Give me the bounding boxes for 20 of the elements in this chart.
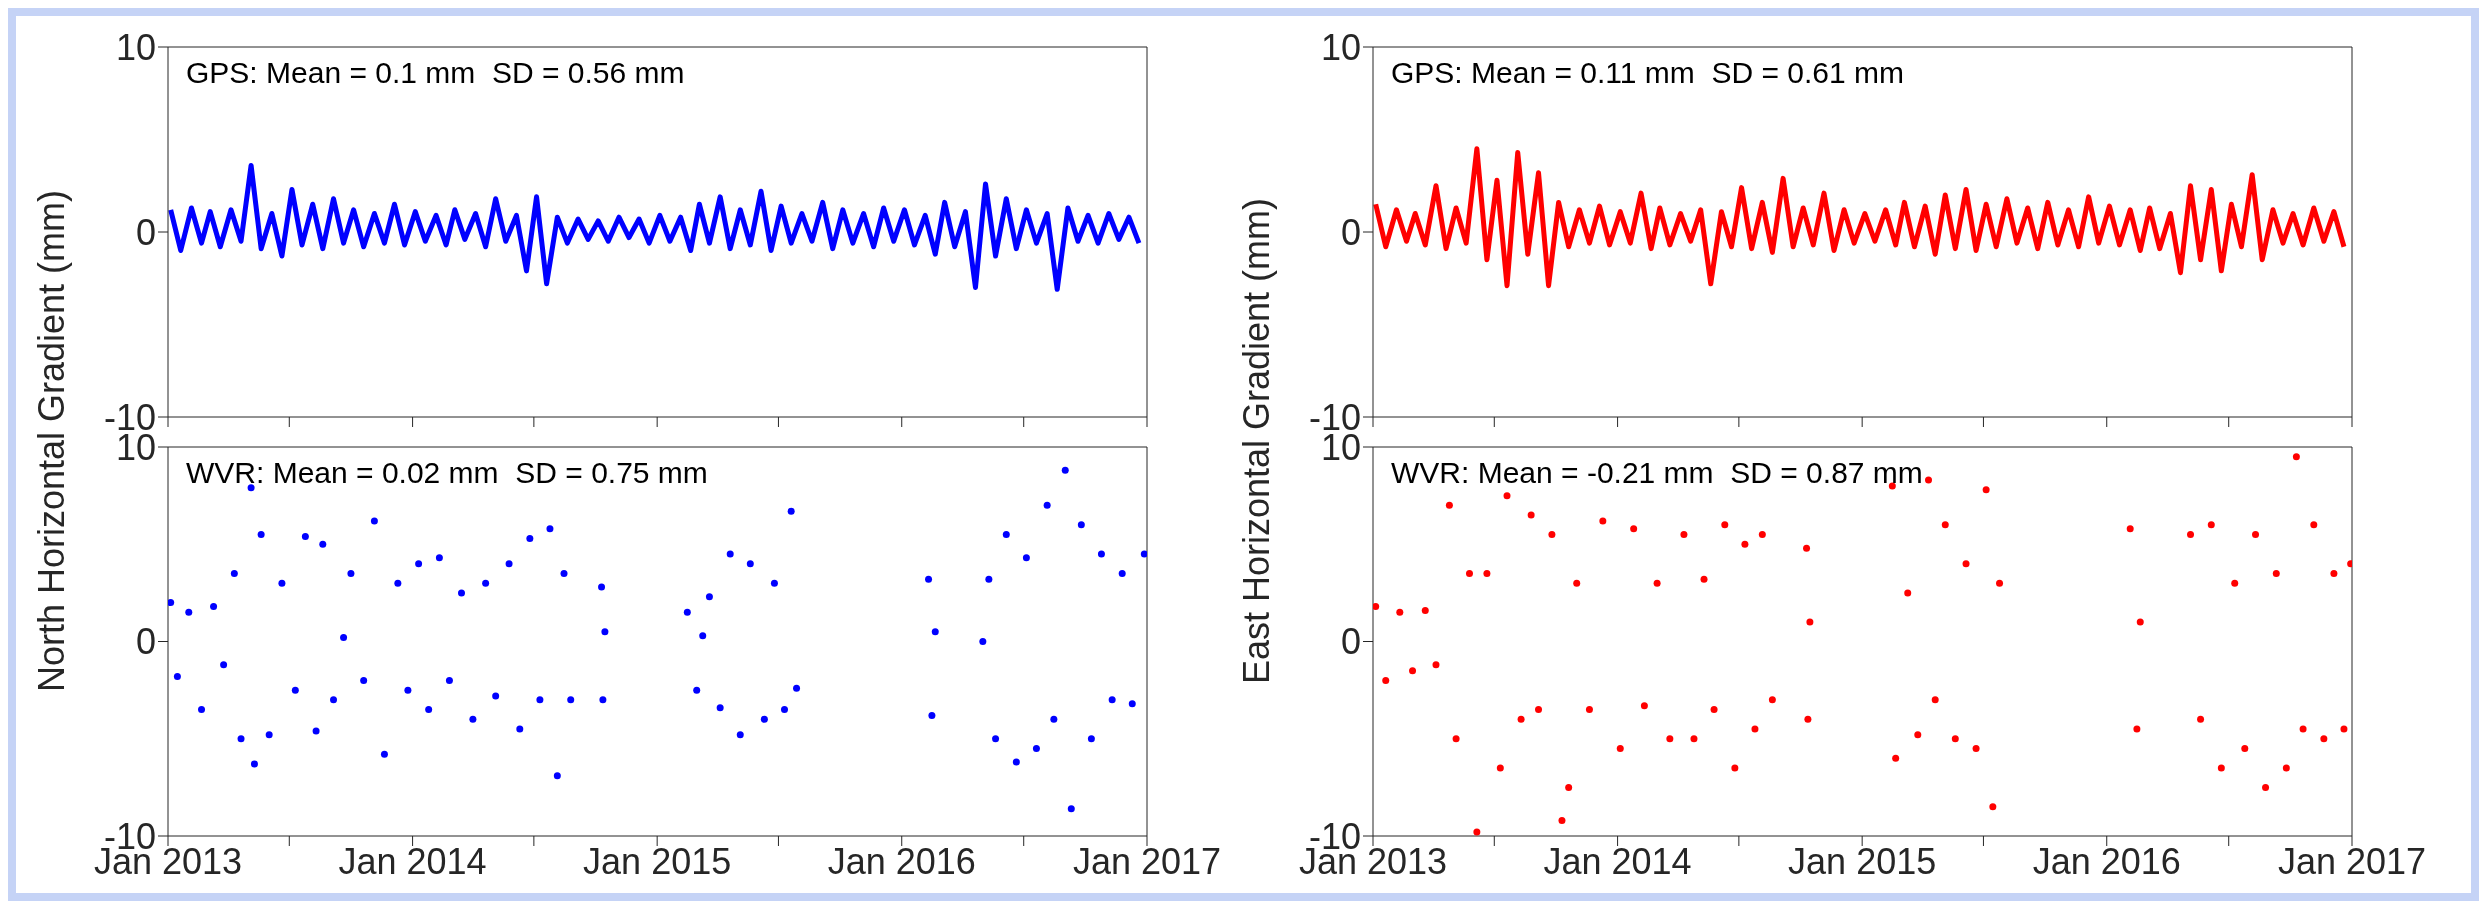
x-tick-label: Jan 2016 <box>827 840 976 882</box>
x-tick-label: Jan 2014 <box>1543 840 1692 882</box>
y-tick-label: 10 <box>115 26 156 68</box>
y-tick-label: 0 <box>1340 211 1361 253</box>
y-axis-title: East Horizontal Gradient (mm) <box>1236 197 1278 685</box>
y-tick-label: 0 <box>135 211 156 253</box>
y-tick-label: 10 <box>1320 26 1361 68</box>
annotation: WVR: Mean = -0.21 mm SD = 0.87 mm <box>1391 456 1923 490</box>
annotation: GPS: Mean = 0.1 mm SD = 0.56 mm <box>186 56 685 90</box>
x-tick-label: Jan 2017 <box>2277 840 2427 882</box>
y-tick-label: 0 <box>1340 621 1361 663</box>
x-tick-label: Jan 2017 <box>1072 840 1222 882</box>
x-tick-label: Jan 2015 <box>583 840 732 882</box>
x-tick-label: Jan 2016 <box>2032 840 2181 882</box>
y-axis-title: North Horizontal Gradient (mm) <box>31 189 73 693</box>
x-tick-label: Jan 2014 <box>338 840 487 882</box>
x-tick-label: Jan 2015 <box>1788 840 1937 882</box>
annotation: WVR: Mean = 0.02 mm SD = 0.75 mm <box>186 456 708 490</box>
annotation: GPS: Mean = 0.11 mm SD = 0.61 mm <box>1391 56 1904 90</box>
y-tick-label: 0 <box>135 621 156 663</box>
